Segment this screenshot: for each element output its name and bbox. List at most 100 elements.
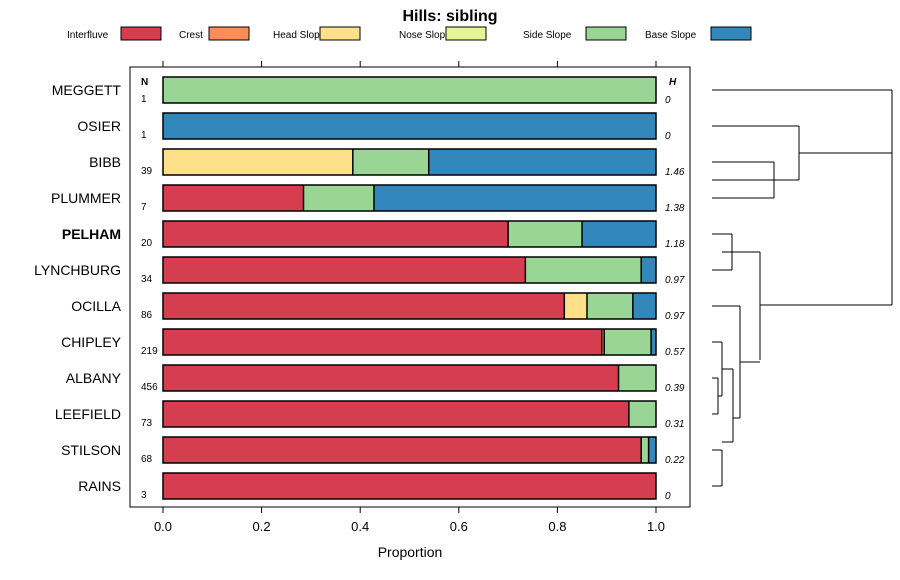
bar-outline [162, 364, 657, 392]
bar-segment-base-slope [374, 185, 656, 211]
row-label: CHIPLEY [61, 334, 122, 350]
bar-segment-side-slope [525, 257, 642, 283]
n-value: 1 [141, 94, 147, 105]
n-value: 219 [141, 346, 158, 357]
bar-segment-side-slope [604, 329, 652, 355]
row-rains: RAINS 3 0 [78, 472, 671, 502]
x-tick-label: 0.0 [154, 519, 172, 534]
n-value: 3 [141, 490, 147, 501]
x-tick-label: 0.4 [351, 519, 369, 534]
bar-segment-side-slope [628, 401, 656, 427]
bar-outline [162, 472, 657, 500]
legend-swatch-base-slope [710, 26, 752, 41]
bar-segment-interfluve [163, 473, 656, 499]
n-value: 34 [141, 274, 153, 285]
row-lynchburg: LYNCHBURG 34 0.97 [34, 256, 685, 286]
bar-rows: MEGGETT 1 0 OSIER 1 0 BIBB 39 1.46 PLUMMER 7 1.38 PE… [34, 76, 685, 502]
bar-outline [162, 328, 657, 356]
x-axis-title: Proportion [378, 544, 443, 560]
bar-segment-side-slope [641, 437, 649, 463]
h-value: 1.18 [665, 239, 685, 250]
n-value: 73 [141, 418, 153, 429]
legend-label-side-slope: Side Slope [523, 30, 572, 41]
bar-segment-base-slope [641, 257, 656, 283]
h-value: 0.31 [665, 419, 684, 430]
legend: Interfluve Crest Head Slope Nose Slope Side … [67, 26, 752, 41]
bar-segment-side-slope [163, 77, 656, 103]
row-plummer: PLUMMER 7 1.38 [51, 184, 685, 214]
legend-label-interfluve: Interfluve [67, 30, 109, 41]
row-label: LYNCHBURG [34, 262, 121, 278]
n-column-header: N [141, 77, 148, 88]
x-axis: 0.0 0.2 0.4 0.6 0.8 1.0 [154, 61, 665, 534]
row-leefield: LEEFIELD 73 0.31 [55, 400, 684, 430]
chart-title: Hills: sibling [402, 8, 497, 25]
bar-segment-base-slope [632, 293, 656, 319]
bar-segment-side-slope [618, 365, 656, 391]
n-value: 68 [141, 454, 153, 465]
x-tick-label: 0.8 [548, 519, 566, 534]
legend-swatch-head-slope [319, 26, 361, 41]
n-value: 1 [141, 130, 147, 141]
bar-outline [162, 400, 657, 428]
plot-frame [129, 66, 691, 508]
h-value: 0.39 [665, 383, 685, 394]
h-column-header: H [669, 77, 677, 88]
n-value: 20 [141, 238, 153, 249]
legend-swatch-interfluve [120, 26, 162, 41]
n-value: 456 [141, 382, 158, 393]
x-tick-label: 0.2 [253, 519, 271, 534]
row-albany: ALBANY 456 0.39 [66, 364, 685, 394]
h-value: 0.57 [665, 347, 685, 358]
row-osier: OSIER 1 0 [77, 112, 671, 142]
legend-label-base-slope: Base Slope [645, 30, 697, 41]
row-chipley: CHIPLEY 219 0.57 [61, 328, 685, 358]
row-stilson: STILSON 68 0.22 [61, 436, 685, 466]
bar-segment-interfluve [163, 329, 602, 355]
x-tick-label: 0.6 [450, 519, 468, 534]
bar-segment-head-slope [163, 149, 353, 175]
row-label: PLUMMER [51, 190, 121, 206]
row-label: MEGGETT [52, 82, 122, 98]
bar-outline [162, 292, 657, 320]
h-value: 0.97 [665, 275, 685, 286]
row-label: OSIER [77, 118, 121, 134]
legend-label-crest: Crest [179, 30, 203, 41]
bar-outline [162, 184, 657, 212]
bar-segment-interfluve [163, 221, 509, 247]
legend-label-head-slope: Head Slope [273, 30, 326, 41]
h-value: 1.38 [665, 203, 685, 214]
bar-segment-head-slope [564, 293, 587, 319]
legend-swatch-side-slope [585, 26, 627, 41]
h-value: 0 [665, 491, 671, 502]
row-label: OCILLA [71, 298, 121, 314]
bar-outline [162, 256, 657, 284]
bar-segment-side-slope [586, 293, 633, 319]
row-label: STILSON [61, 442, 121, 458]
bar-outline [162, 436, 657, 464]
h-value: 1.46 [665, 167, 685, 178]
legend-swatch-crest [208, 26, 250, 41]
row-meggett: MEGGETT 1 0 [52, 76, 671, 106]
bar-outline [162, 76, 657, 104]
row-bibb: BIBB 39 1.46 [89, 148, 685, 178]
legend-label-nose-slope: Nose Slope [399, 30, 451, 41]
bar-outline [162, 220, 657, 248]
row-label: LEEFIELD [55, 406, 121, 422]
row-pelham: PELHAM 20 1.18 [62, 220, 685, 250]
bar-segment-interfluve [163, 401, 629, 427]
n-value: 7 [141, 202, 147, 213]
bar-outline [162, 148, 657, 176]
bar-segment-base-slope [648, 437, 656, 463]
row-label: PELHAM [62, 226, 121, 242]
bar-segment-interfluve [163, 437, 642, 463]
row-ocilla: OCILLA 86 0.97 [71, 292, 685, 322]
row-label: ALBANY [66, 370, 122, 386]
bar-outline [162, 112, 657, 140]
h-value: 0.22 [665, 455, 685, 466]
bar-segment-base-slope [428, 149, 656, 175]
bar-segment-side-slope [508, 221, 583, 247]
bar-segment-crest [601, 329, 605, 355]
row-label: RAINS [78, 478, 121, 494]
